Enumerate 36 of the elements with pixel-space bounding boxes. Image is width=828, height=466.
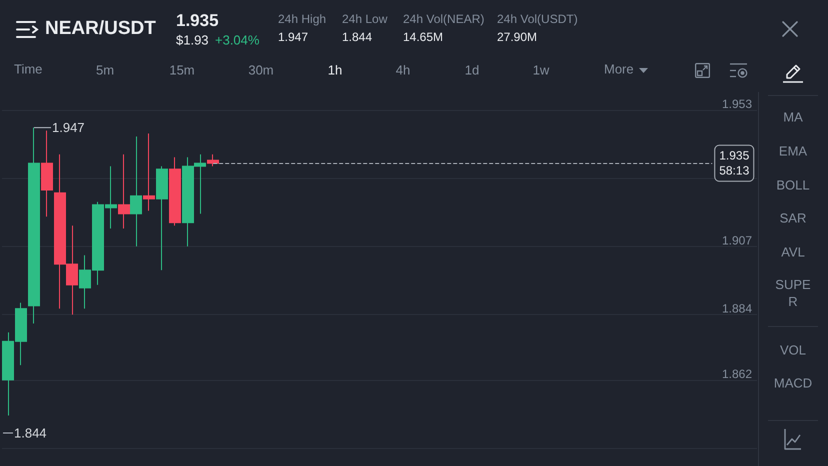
y-tick-label: 1.907 [722, 233, 752, 248]
text: AVL [780, 244, 806, 262]
text: BOLL [775, 178, 811, 194]
text: EMA [778, 144, 808, 160]
text: 24h Vol(USDT) [497, 12, 578, 28]
text: 1.935 [176, 10, 219, 32]
text: 5m [96, 62, 114, 80]
text: SUPER [774, 277, 812, 311]
text: More [604, 62, 634, 78]
y-tick-label: 1.953 [722, 96, 752, 111]
text: MA [782, 110, 804, 126]
text: MACD [773, 376, 813, 392]
text: 30m [248, 62, 274, 80]
text: 4h [396, 62, 410, 80]
text: 1w [532, 62, 550, 80]
text: 15m [169, 62, 195, 80]
text: 14.65M [403, 30, 444, 46]
text: 24h High [278, 12, 326, 28]
chart-title: NEAR/USDT [45, 18, 156, 40]
text: 1.947 [278, 30, 308, 46]
text: +3.04% [215, 32, 260, 50]
y-tick-label: 1.884 [722, 302, 752, 316]
text: 24h Low [342, 12, 388, 28]
text: 27.90M [497, 30, 538, 46]
annotation: 1.947 [52, 120, 85, 136]
text: Time [14, 62, 42, 78]
ref-line-label: 1.935 58:13 [719, 148, 750, 178]
text: 1d [464, 62, 480, 80]
text: 1.844 [342, 30, 372, 46]
annotation: 1.844 [14, 426, 47, 440]
text: 1h [328, 62, 342, 80]
y-tick-label: 1.862 [722, 366, 752, 381]
text: $1.93 [176, 32, 209, 50]
text: VOL [778, 342, 807, 360]
text: 24h Vol(NEAR) [403, 12, 484, 28]
text: SAR [778, 210, 808, 228]
